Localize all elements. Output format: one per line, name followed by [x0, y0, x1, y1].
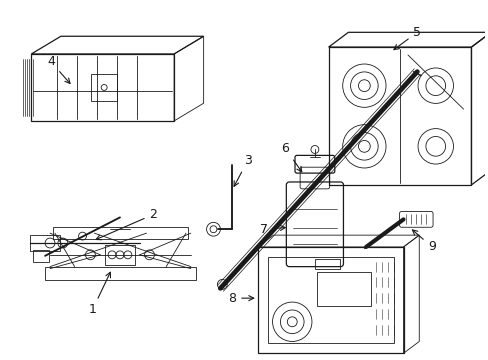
- Bar: [33, 250, 49, 262]
- Text: 2: 2: [96, 208, 157, 240]
- Text: 7: 7: [259, 223, 285, 236]
- Bar: [91, 74, 117, 101]
- Text: 1: 1: [88, 272, 110, 316]
- Text: 6: 6: [281, 142, 301, 172]
- Bar: [267, 257, 393, 343]
- Bar: [316, 271, 370, 306]
- Bar: [314, 259, 339, 269]
- Text: 3: 3: [234, 154, 251, 186]
- Text: 8: 8: [228, 292, 253, 305]
- Text: 4: 4: [47, 55, 70, 84]
- Bar: [105, 245, 135, 265]
- Bar: [30, 235, 60, 251]
- Text: 9: 9: [411, 230, 435, 253]
- Text: 5: 5: [393, 26, 421, 50]
